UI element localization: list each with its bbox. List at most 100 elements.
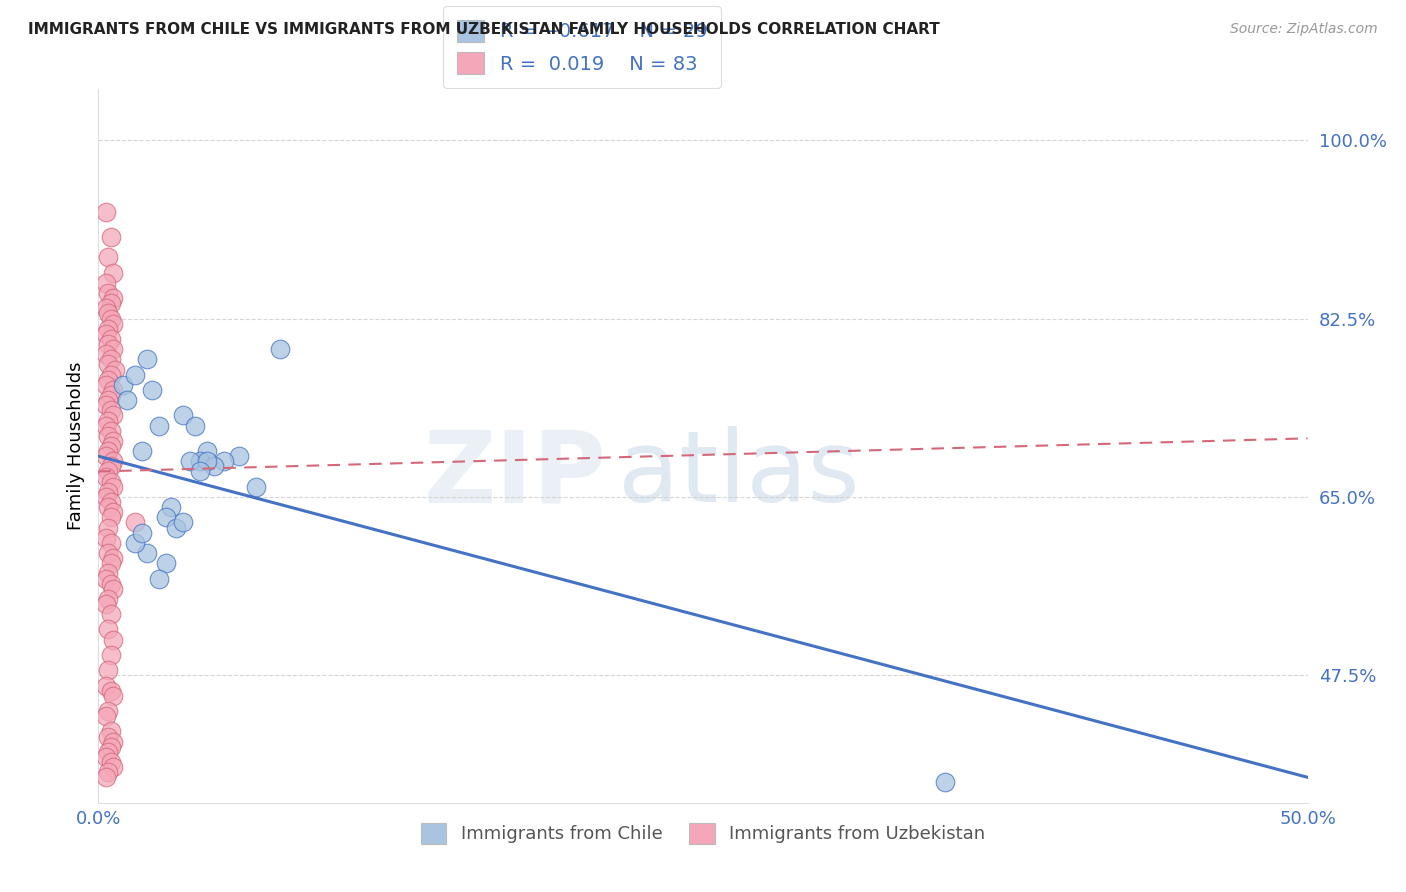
Point bbox=[101, 434, 124, 448]
Point bbox=[135, 352, 157, 367]
Point bbox=[100, 536, 122, 550]
Point bbox=[101, 689, 124, 703]
Point bbox=[94, 469, 117, 483]
Text: atlas: atlas bbox=[619, 426, 860, 523]
Point bbox=[94, 377, 117, 392]
Point bbox=[94, 709, 117, 723]
Point bbox=[100, 724, 122, 739]
Point bbox=[94, 204, 117, 219]
Point bbox=[97, 704, 120, 718]
Point bbox=[269, 342, 291, 356]
Point bbox=[97, 623, 120, 637]
Point bbox=[100, 296, 122, 310]
Point bbox=[188, 454, 211, 468]
Point bbox=[97, 484, 120, 499]
Point bbox=[100, 495, 122, 509]
Point bbox=[97, 566, 120, 581]
Point bbox=[97, 429, 120, 443]
Point bbox=[97, 465, 120, 479]
Point bbox=[94, 572, 117, 586]
Point bbox=[100, 510, 122, 524]
Point bbox=[97, 373, 120, 387]
Point bbox=[172, 409, 194, 423]
Point bbox=[100, 368, 122, 382]
Point bbox=[101, 480, 124, 494]
Point bbox=[100, 459, 122, 474]
Point bbox=[97, 337, 120, 351]
Point bbox=[94, 449, 117, 463]
Point bbox=[97, 251, 120, 265]
Point bbox=[100, 475, 122, 489]
Point bbox=[94, 531, 117, 545]
Point bbox=[94, 347, 117, 361]
Point bbox=[97, 500, 120, 515]
Point bbox=[101, 317, 124, 331]
Point bbox=[94, 418, 117, 433]
Point bbox=[195, 444, 218, 458]
Point bbox=[97, 413, 120, 427]
Point bbox=[101, 551, 124, 566]
Point bbox=[97, 663, 120, 677]
Point bbox=[94, 679, 117, 693]
Point bbox=[94, 276, 117, 290]
Point bbox=[97, 546, 120, 560]
Point bbox=[101, 582, 124, 596]
Point bbox=[97, 745, 120, 759]
Point bbox=[94, 326, 117, 341]
Point bbox=[97, 322, 120, 336]
Point bbox=[100, 556, 122, 570]
Point bbox=[101, 342, 124, 356]
Point bbox=[131, 525, 153, 540]
Point bbox=[100, 388, 122, 402]
Point bbox=[179, 454, 201, 468]
Point bbox=[172, 516, 194, 530]
Point bbox=[100, 332, 122, 346]
Point bbox=[155, 556, 177, 570]
Text: ZIP: ZIP bbox=[423, 426, 606, 523]
Point bbox=[100, 648, 122, 662]
Point bbox=[100, 424, 122, 438]
Point bbox=[94, 750, 117, 764]
Y-axis label: Family Households: Family Households bbox=[66, 362, 84, 530]
Point bbox=[101, 734, 124, 748]
Point bbox=[94, 490, 117, 504]
Text: IMMIGRANTS FROM CHILE VS IMMIGRANTS FROM UZBEKISTAN FAMILY HOUSEHOLDS CORRELATIO: IMMIGRANTS FROM CHILE VS IMMIGRANTS FROM… bbox=[28, 22, 939, 37]
Point bbox=[94, 398, 117, 412]
Point bbox=[97, 358, 120, 372]
Point bbox=[228, 449, 250, 463]
Point bbox=[160, 500, 183, 515]
Point bbox=[97, 444, 120, 458]
Point bbox=[101, 266, 124, 280]
Point bbox=[165, 520, 187, 534]
Point bbox=[212, 454, 235, 468]
Legend: R = −0.617    N = 29, R =  0.019    N = 83: R = −0.617 N = 29, R = 0.019 N = 83 bbox=[443, 6, 721, 88]
Point bbox=[101, 505, 124, 519]
Point bbox=[100, 683, 122, 698]
Point bbox=[100, 739, 122, 754]
Point bbox=[97, 591, 120, 606]
Point bbox=[101, 760, 124, 774]
Point bbox=[148, 572, 170, 586]
Point bbox=[100, 439, 122, 453]
Point bbox=[141, 383, 163, 397]
Point bbox=[245, 480, 267, 494]
Point bbox=[100, 230, 122, 244]
Point bbox=[934, 775, 956, 789]
Text: Source: ZipAtlas.com: Source: ZipAtlas.com bbox=[1230, 22, 1378, 37]
Point bbox=[100, 607, 122, 622]
Point bbox=[124, 536, 146, 550]
Point bbox=[204, 459, 226, 474]
Point bbox=[195, 454, 218, 468]
Point bbox=[148, 418, 170, 433]
Point bbox=[97, 520, 120, 534]
Point bbox=[184, 418, 207, 433]
Point bbox=[101, 383, 124, 397]
Point bbox=[100, 352, 122, 367]
Point bbox=[104, 362, 127, 376]
Point bbox=[131, 444, 153, 458]
Point bbox=[101, 632, 124, 647]
Point bbox=[155, 510, 177, 524]
Point bbox=[100, 403, 122, 417]
Point bbox=[94, 770, 117, 784]
Point bbox=[124, 516, 146, 530]
